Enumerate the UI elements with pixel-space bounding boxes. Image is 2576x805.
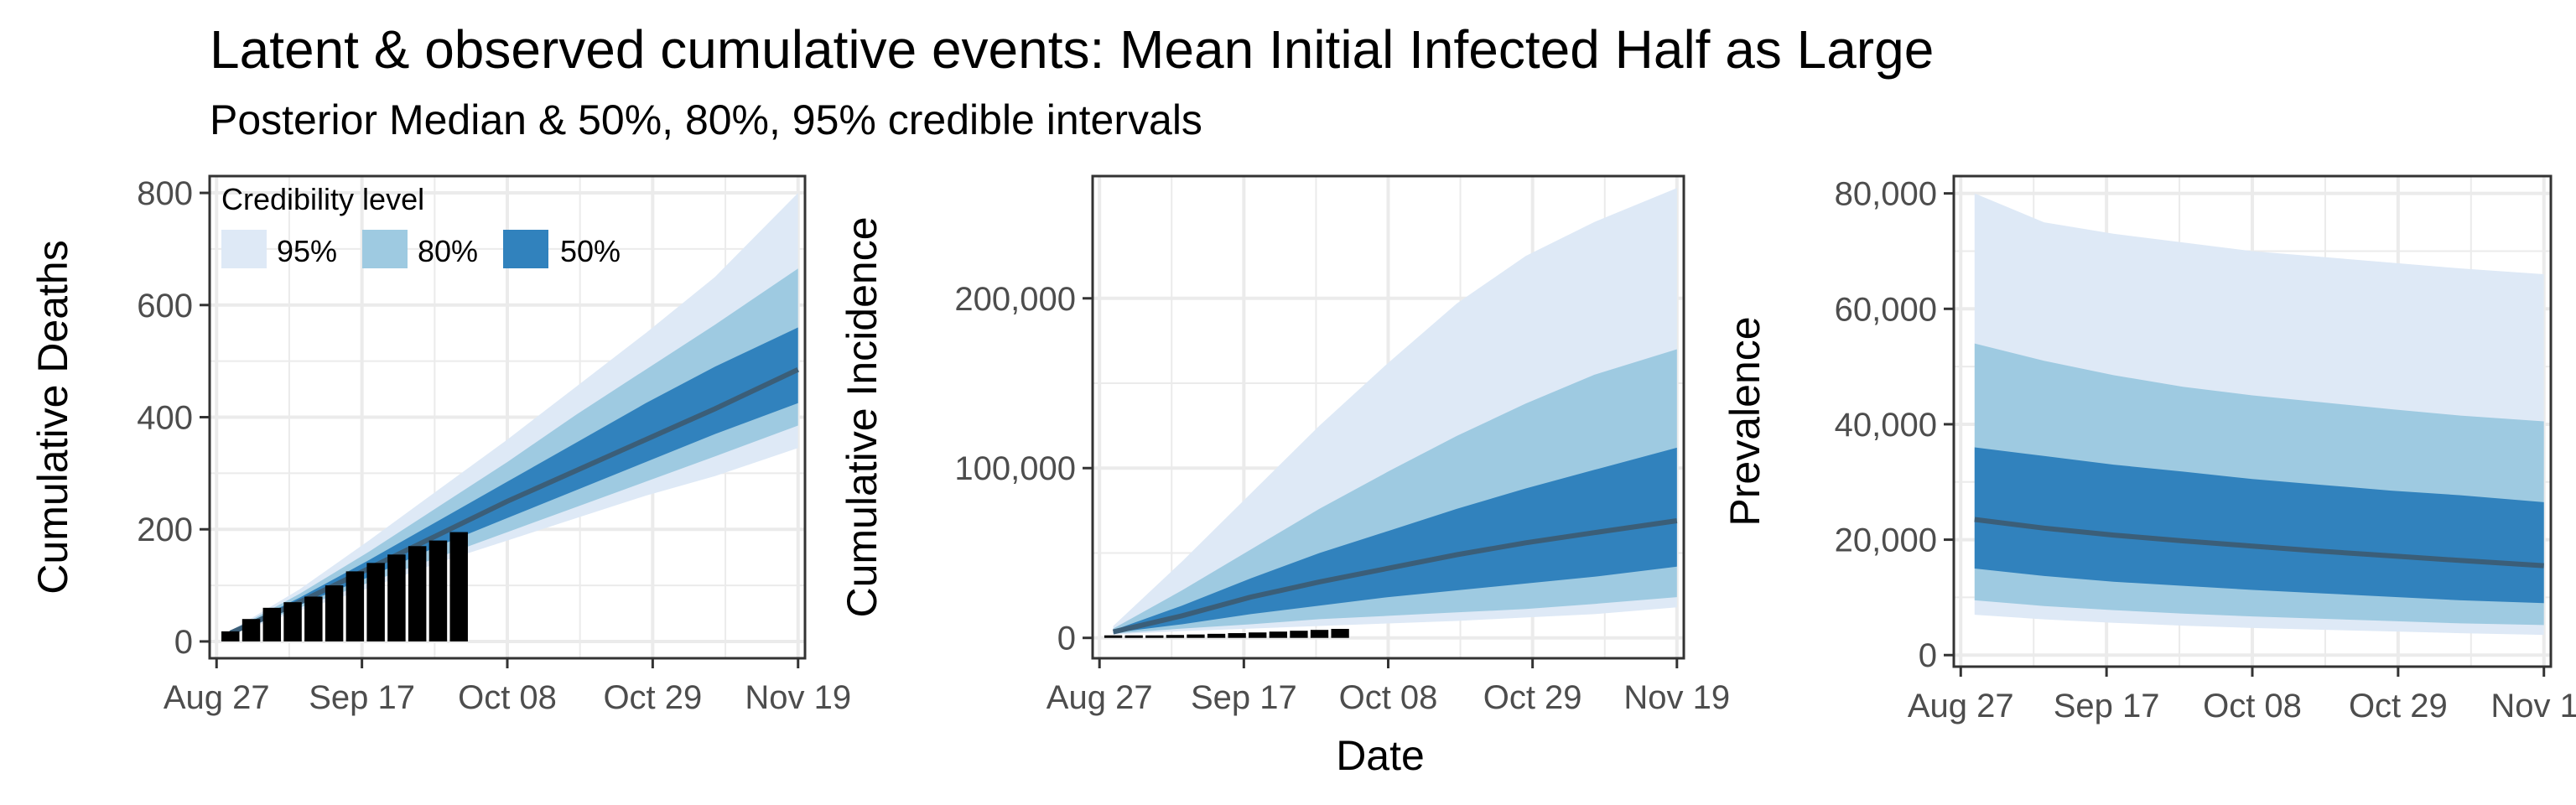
x-tick-label: Oct 29 bbox=[1483, 679, 1582, 716]
observed-bar bbox=[1207, 633, 1226, 638]
observed-bar bbox=[242, 619, 261, 641]
median-line bbox=[229, 366, 799, 636]
x-tick-label: Nov 19 bbox=[2490, 688, 2576, 724]
chart-subtitle: Posterior Median & 50%, 80%, 95% credibl… bbox=[210, 96, 1202, 143]
observed-bar bbox=[1290, 631, 1308, 638]
y-tick-label: 60,000 bbox=[1835, 291, 1937, 328]
observed-bar bbox=[325, 585, 344, 641]
incidence-panel: Aug 27 Sep 17 Oct 08 Oct 29 Nov 19 0 100,000 20… bbox=[839, 174, 1730, 716]
x-tick-label: Nov 19 bbox=[745, 679, 851, 716]
deaths-panel: Aug 27 Sep 17 Oct 08 Oct 29 Nov 19 0 200 400 600… bbox=[29, 174, 851, 716]
legend: Credibility level 95% 80% 50% bbox=[221, 182, 621, 268]
y-tick-label: 400 bbox=[137, 400, 193, 437]
observed-bar bbox=[1166, 635, 1185, 638]
band-50 bbox=[1113, 447, 1677, 633]
legend-label-80: 80% bbox=[418, 234, 478, 268]
y-tick-label: 0 bbox=[174, 624, 193, 661]
y-tick-label: 40,000 bbox=[1835, 407, 1937, 444]
band-50 bbox=[1974, 447, 2544, 604]
x-tick-label: Oct 08 bbox=[1339, 679, 1438, 716]
observed-bar bbox=[1310, 630, 1329, 638]
x-tick-label: Oct 29 bbox=[2349, 688, 2448, 724]
y-axis-title: Cumulative Deaths bbox=[29, 240, 76, 594]
observed-bar bbox=[1124, 635, 1143, 638]
band-80 bbox=[230, 268, 798, 635]
median-line bbox=[1112, 518, 1678, 635]
observed-bar bbox=[1228, 633, 1246, 638]
x-tick-label: Oct 08 bbox=[458, 679, 557, 716]
y-tick-label: 200 bbox=[137, 512, 193, 548]
legend-swatch-95 bbox=[221, 230, 267, 268]
observed-bar bbox=[1187, 634, 1205, 638]
median-line bbox=[1974, 517, 2544, 569]
legend-label-50: 50% bbox=[560, 234, 621, 268]
observed-bar bbox=[221, 631, 240, 641]
x-tick-label: Aug 27 bbox=[1046, 679, 1153, 716]
x-tick-label: Sep 17 bbox=[2054, 688, 2160, 724]
observed-bar bbox=[449, 532, 468, 641]
y-tick-label: 200,000 bbox=[954, 281, 1076, 318]
x-tick-label: Oct 29 bbox=[603, 679, 702, 716]
observed-bar bbox=[1145, 635, 1164, 638]
x-tick-label: Aug 27 bbox=[164, 679, 270, 716]
y-tick-label: 800 bbox=[137, 175, 193, 212]
legend-swatch-50 bbox=[503, 230, 548, 268]
y-tick-label: 0 bbox=[1919, 637, 1937, 674]
prevalence-panel: Aug 27 Sep 17 Oct 08 Oct 29 Nov 19 0 20,000 40,… bbox=[1722, 174, 2576, 724]
x-axis-title: Date bbox=[1336, 732, 1425, 779]
observed-bar bbox=[428, 540, 448, 641]
y-tick-label: 0 bbox=[1057, 621, 1076, 657]
observed-bar bbox=[387, 554, 406, 641]
observed-bar bbox=[262, 607, 282, 641]
legend-swatch-80 bbox=[362, 230, 408, 268]
x-tick-label: Sep 17 bbox=[1191, 679, 1297, 716]
observed-bar bbox=[1269, 631, 1287, 638]
y-tick-label: 20,000 bbox=[1835, 522, 1937, 559]
x-tick-label: Aug 27 bbox=[1908, 688, 2014, 724]
legend-label-95: 95% bbox=[277, 234, 337, 268]
y-axis-title: Prevalence bbox=[1722, 316, 1768, 526]
observed-bar bbox=[1331, 628, 1349, 638]
x-tick-label: Oct 08 bbox=[2203, 688, 2302, 724]
observed-bar bbox=[408, 546, 427, 641]
y-tick-label: 100,000 bbox=[954, 450, 1076, 487]
x-tick-label: Nov 19 bbox=[1623, 679, 1730, 716]
y-tick-label: 600 bbox=[137, 288, 193, 325]
observed-bar bbox=[366, 563, 385, 641]
chart-title: Latent & observed cumulative events: Mea… bbox=[210, 19, 1935, 80]
band-50 bbox=[230, 327, 798, 634]
x-tick-label: Sep 17 bbox=[309, 679, 415, 716]
y-axis-title: Cumulative Incidence bbox=[839, 216, 886, 617]
observed-bar bbox=[1104, 635, 1123, 638]
y-tick-label: 80,000 bbox=[1835, 176, 1937, 213]
observed-bar bbox=[345, 571, 365, 641]
legend-title: Credibility level bbox=[221, 182, 424, 216]
observed-bar bbox=[1249, 632, 1267, 638]
observed-bar bbox=[304, 596, 323, 641]
observed-bar bbox=[283, 602, 302, 641]
